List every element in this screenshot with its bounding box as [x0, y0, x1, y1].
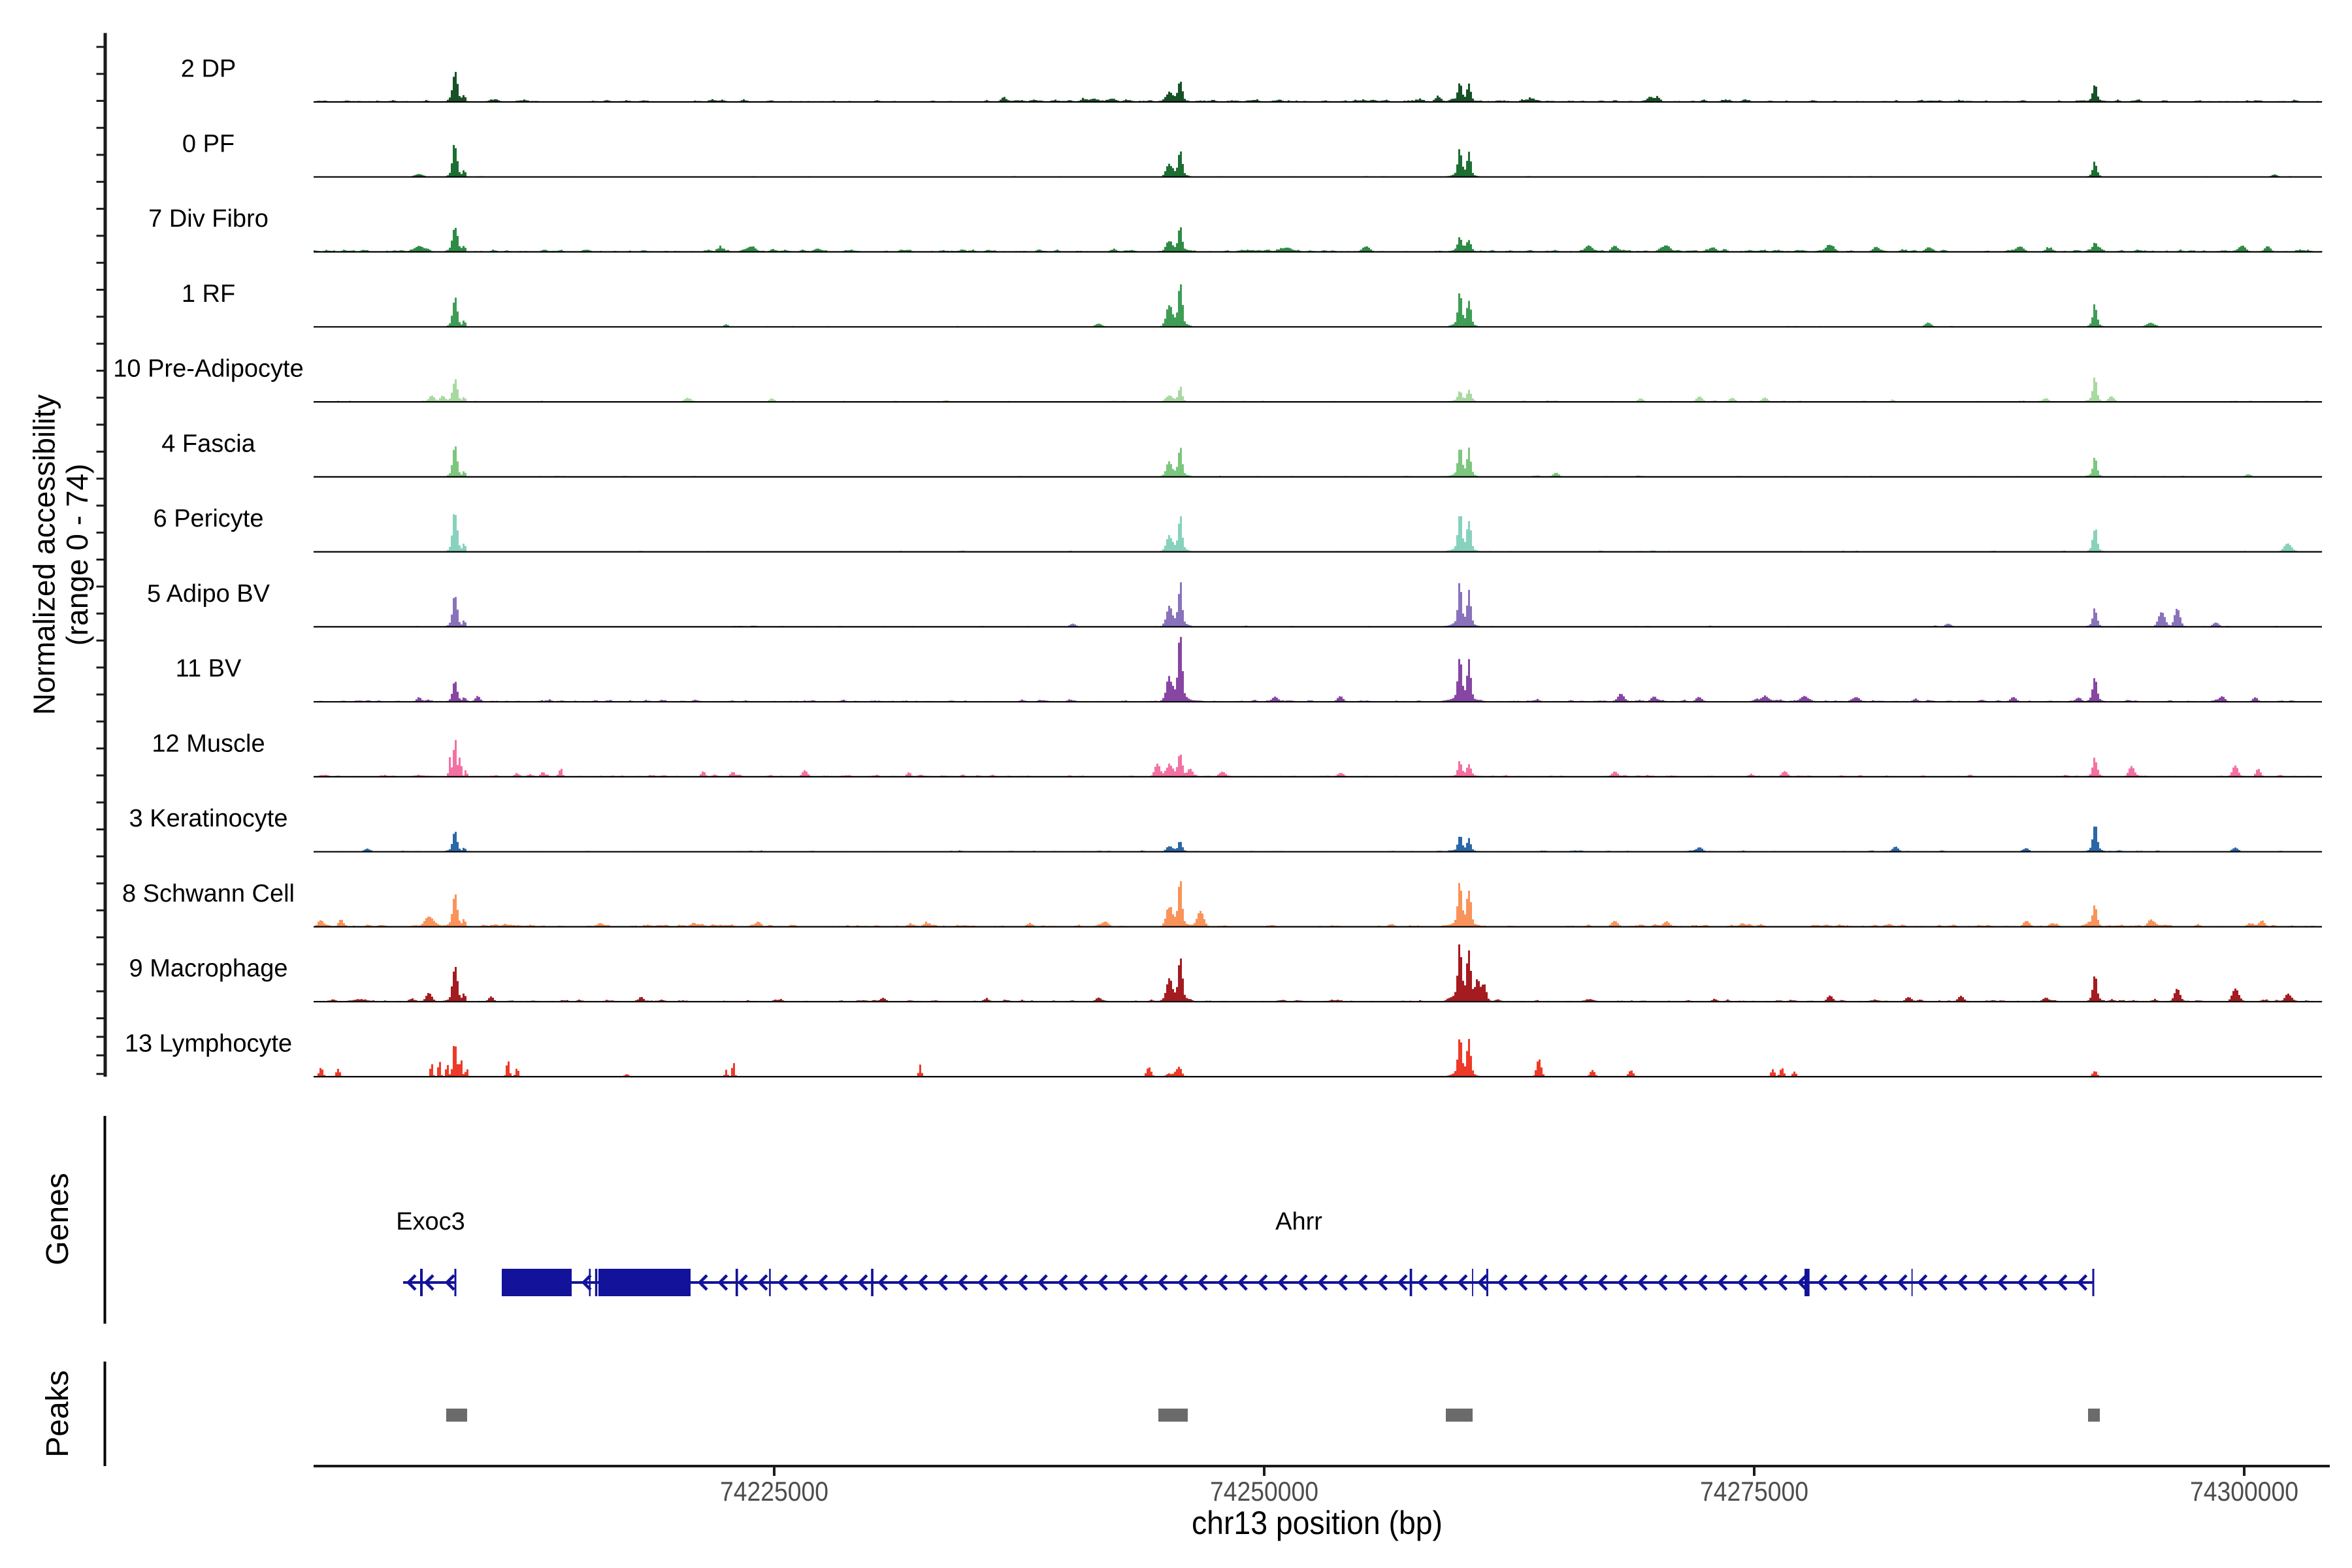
svg-text:chr13 position (bp): chr13 position (bp) — [1192, 1505, 1443, 1541]
svg-text:4 Fascia: 4 Fascia — [161, 430, 255, 457]
svg-text:(range 0 - 74): (range 0 - 74) — [60, 464, 94, 646]
svg-text:Normalized accessibility: Normalized accessibility — [27, 395, 61, 715]
svg-text:12 Muscle: 12 Muscle — [152, 730, 265, 757]
svg-text:74300000: 74300000 — [2190, 1476, 2298, 1507]
svg-text:13 Lymphocyte: 13 Lymphocyte — [125, 1030, 292, 1058]
svg-text:3 Keratinocyte: 3 Keratinocyte — [129, 805, 288, 832]
svg-text:2 DP: 2 DP — [181, 56, 236, 83]
svg-text:Exoc3: Exoc3 — [396, 1208, 465, 1235]
svg-text:74250000: 74250000 — [1210, 1476, 1318, 1507]
svg-text:74225000: 74225000 — [720, 1476, 828, 1507]
svg-text:1 RF: 1 RF — [182, 280, 235, 308]
svg-text:5 Adipo BV: 5 Adipo BV — [147, 580, 270, 608]
svg-text:7 Div Fibro: 7 Div Fibro — [148, 205, 269, 233]
svg-text:6 Pericyte: 6 Pericyte — [154, 505, 264, 532]
svg-text:8 Schwann Cell: 8 Schwann Cell — [122, 880, 295, 907]
svg-text:10 Pre-Adipocyte: 10 Pre-Adipocyte — [113, 355, 304, 383]
svg-text:74275000: 74275000 — [1700, 1476, 1808, 1507]
svg-text:0 PF: 0 PF — [182, 130, 235, 157]
svg-text:11 BV: 11 BV — [176, 655, 242, 683]
svg-text:9 Macrophage: 9 Macrophage — [129, 955, 288, 983]
svg-text:Genes: Genes — [41, 1173, 75, 1265]
svg-text:Ahrr: Ahrr — [1275, 1208, 1322, 1235]
svg-text:Peaks: Peaks — [41, 1370, 75, 1457]
